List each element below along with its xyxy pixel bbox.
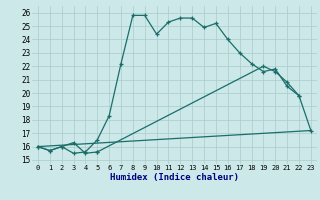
X-axis label: Humidex (Indice chaleur): Humidex (Indice chaleur) xyxy=(110,173,239,182)
